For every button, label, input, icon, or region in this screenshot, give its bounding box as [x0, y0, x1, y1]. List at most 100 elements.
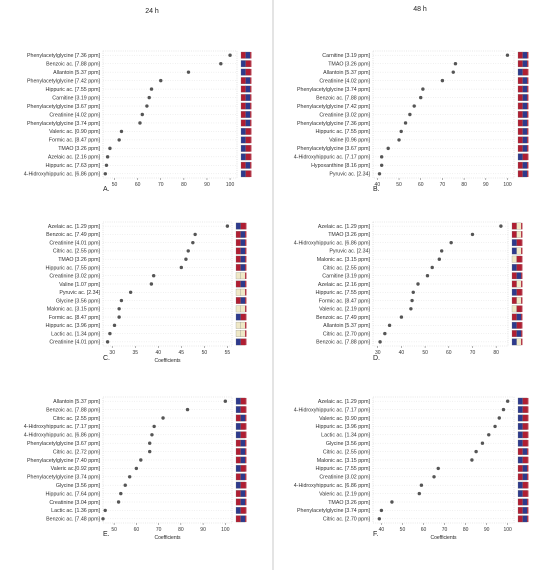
indicator-cell — [516, 255, 522, 263]
indicator-cell — [522, 51, 528, 59]
indicator-cell — [245, 111, 251, 118]
panel-letter: B. — [373, 186, 380, 193]
indicator-cell — [517, 465, 523, 472]
indicator-cell — [235, 231, 241, 238]
indicator-cell — [245, 128, 251, 135]
indicator-cell — [516, 330, 522, 337]
indicator-edge — [527, 136, 529, 144]
indicator-cell — [522, 128, 528, 135]
indicator-cell — [240, 94, 246, 101]
indicator-cell — [240, 288, 246, 296]
category-label: Phenylacetylglycine [3.67 ppm] — [297, 146, 371, 152]
category-label: Formic ac. [8.47 ppm] — [49, 138, 101, 144]
x-tick-label: 40 — [156, 350, 162, 356]
indicator-edge — [245, 264, 247, 271]
indicator-edge — [245, 515, 247, 523]
data-point — [387, 323, 392, 328]
category-label: Azelaic ac. [1.29 ppm] — [48, 224, 101, 230]
indicator-cell — [522, 406, 528, 413]
data-point — [108, 331, 112, 336]
data-point — [417, 491, 421, 496]
indicator-cell — [245, 119, 251, 127]
indicator-cell — [240, 136, 246, 144]
indicator-cell — [517, 414, 523, 422]
category-label: Citric ac. [2.55 ppm] — [323, 265, 371, 271]
indicator-cell — [522, 431, 528, 439]
indicator-cell — [235, 305, 241, 313]
indicator-cell — [240, 465, 246, 472]
x-tick-label: 70 — [158, 182, 164, 188]
x-tick-label: 80 — [181, 182, 187, 188]
category-label: Citric ac. [2.55 ppm] — [323, 449, 371, 455]
indicator-edge — [527, 102, 529, 110]
data-point — [145, 104, 149, 108]
data-point — [117, 315, 121, 319]
indicator-cell — [522, 507, 528, 514]
indicator-cell — [235, 507, 241, 514]
indicator-edge — [521, 272, 523, 279]
panel-letter: C. — [103, 355, 110, 362]
indicator-cell — [235, 239, 241, 247]
panel-3: Azelaic ac. [1.29 ppm] Benzoic ac. [7.49 … — [46, 221, 247, 364]
indicator-cell — [522, 439, 528, 447]
x-tick-label: 60 — [421, 527, 427, 533]
category-label: Malonic ac. [3.15 ppm] — [47, 307, 101, 313]
x-tick-label: 70 — [470, 350, 476, 356]
indicator-cell — [511, 222, 517, 230]
x-axis-label: Coefficients — [154, 358, 181, 364]
indicator-cell — [516, 247, 522, 255]
category-label: Pyruvic ac. [2.34] — [59, 290, 100, 296]
indicator-edge — [527, 397, 529, 405]
indicator-cell — [517, 94, 523, 101]
indicator-cell — [235, 321, 241, 329]
category-label: Phenylacetylglycine [3.67 ppm] — [27, 104, 101, 110]
indicator-cell — [517, 153, 523, 161]
indicator-edge — [527, 473, 529, 481]
indicator-cell — [240, 128, 246, 135]
indicator-cell — [240, 280, 246, 288]
data-point — [390, 500, 394, 504]
data-point — [185, 407, 190, 412]
data-point — [451, 70, 455, 74]
x-tick-label: 50 — [396, 182, 402, 188]
category-label: 4-Hidroxyhippuric ac. [7.17 ppm] — [24, 424, 101, 430]
category-label: Azelaic ac. [1.29 ppm] — [318, 399, 371, 405]
indicator-cell — [517, 515, 523, 523]
data-point — [493, 424, 497, 429]
category-label: Phenylacetylglycine [7.40 ppm] — [27, 458, 101, 464]
x-tick-label: 60 — [418, 182, 424, 188]
indicator-edge — [527, 423, 529, 430]
category-label: Creatinine [3.02 ppm] — [319, 112, 370, 118]
indicator-edge — [250, 68, 252, 76]
category-label: Pyruvic ac. [2.34] — [329, 249, 370, 255]
data-point — [149, 282, 154, 286]
x-tick-label: 60 — [134, 527, 140, 533]
category-label: Creatinine [4.02 ppm] — [49, 112, 100, 118]
indicator-edge — [245, 481, 247, 489]
category-label: Phenylacetylglycine [3.67 ppm] — [27, 441, 101, 447]
indicator-cell — [517, 68, 523, 76]
data-point — [139, 458, 143, 462]
indicator-cell — [522, 490, 528, 497]
x-tick-label: 40 — [399, 350, 405, 356]
data-point — [383, 331, 387, 336]
category-label: Phenylacetylglycine [3.74 ppm] — [27, 475, 101, 481]
indicator-cell — [235, 288, 241, 296]
indicator-cell — [522, 102, 528, 110]
indicator-edge — [250, 162, 252, 169]
category-label: Phenylacetylglycine [3.74 ppm] — [27, 121, 101, 127]
indicator-edge — [527, 439, 529, 447]
indicator-cell — [240, 264, 246, 271]
category-label: Benzoic ac. [7.48 ppm] — [46, 517, 100, 523]
category-label: Lactic ac. [1.34 ppm] — [321, 433, 370, 439]
indicator-cell — [235, 498, 241, 506]
data-point — [119, 129, 124, 134]
category-label: Hippuric ac. [3.96 ppm] — [316, 424, 371, 430]
category-label: Allantoin [5.37 ppm] — [323, 70, 370, 76]
indicator-edge — [527, 490, 529, 497]
indicator-edge — [521, 264, 523, 271]
indicator-cell — [517, 498, 523, 506]
x-tick-label: 50 — [202, 350, 208, 356]
indicator-cell — [240, 231, 246, 238]
